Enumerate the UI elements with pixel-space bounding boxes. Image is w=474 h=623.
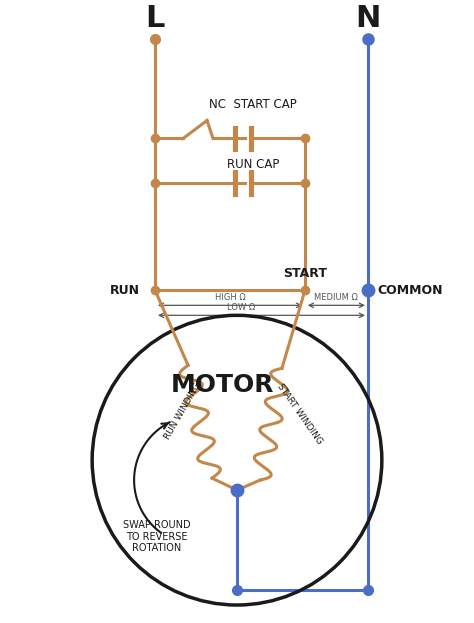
Text: SWAP ROUND
TO REVERSE
ROTATION: SWAP ROUND TO REVERSE ROTATION: [123, 520, 191, 553]
Text: RUN WINDING: RUN WINDING: [163, 381, 203, 441]
Text: RUN CAP: RUN CAP: [227, 158, 279, 171]
Text: MOTOR: MOTOR: [170, 373, 274, 397]
Text: LOW Ω: LOW Ω: [228, 303, 255, 312]
Text: COMMON: COMMON: [378, 284, 443, 297]
Text: NC  START CAP: NC START CAP: [209, 98, 297, 110]
Text: START: START: [283, 267, 327, 280]
Text: HIGH Ω: HIGH Ω: [215, 293, 246, 302]
Text: START WINDING: START WINDING: [276, 382, 324, 446]
Text: N: N: [355, 4, 381, 33]
Text: RUN: RUN: [110, 284, 140, 297]
Text: L: L: [146, 4, 165, 33]
Text: MEDIUM Ω: MEDIUM Ω: [314, 293, 358, 302]
